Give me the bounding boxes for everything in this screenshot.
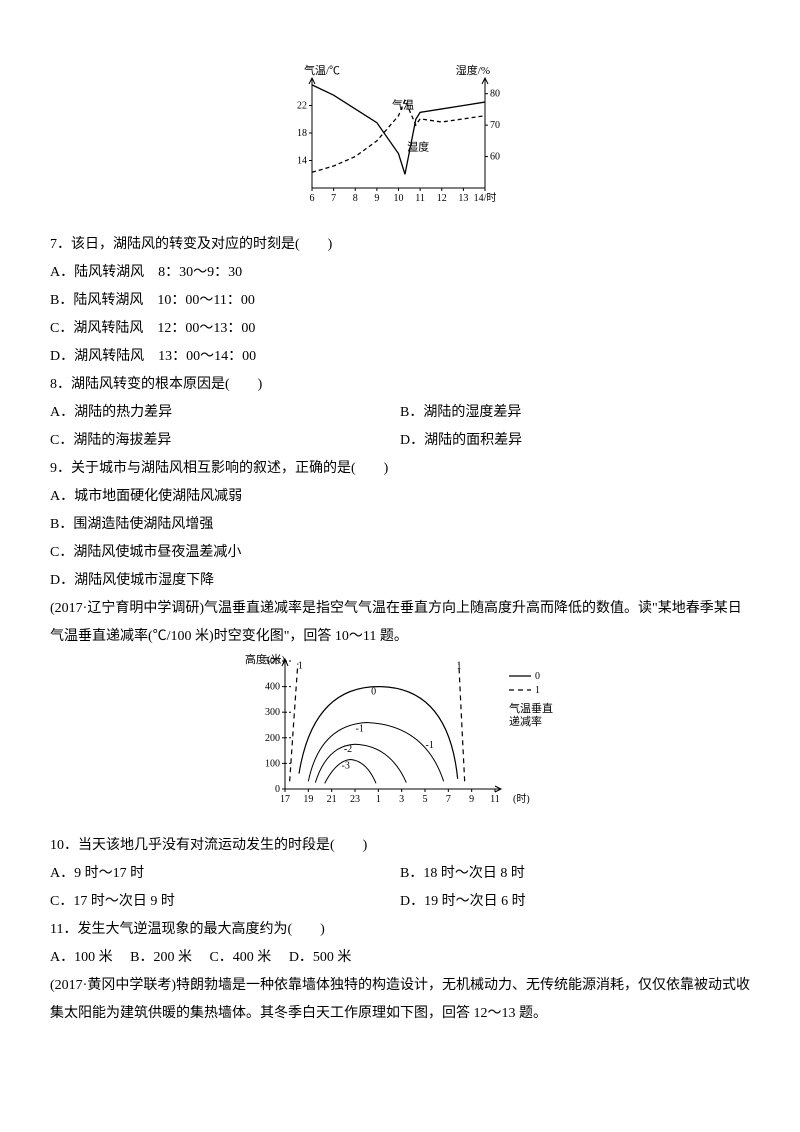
svg-text:10: 10 xyxy=(394,193,404,204)
svg-text:400: 400 xyxy=(265,682,280,693)
q10-option-b: B．18 时～次日 8 时 xyxy=(400,860,750,888)
svg-text:12: 12 xyxy=(437,193,447,204)
svg-text:8: 8 xyxy=(353,193,358,204)
svg-text:18: 18 xyxy=(297,128,307,139)
q11-option-b: B．200 米 xyxy=(130,950,192,965)
svg-text:14/时: 14/时 xyxy=(474,192,497,204)
q7-option-b: B．陆风转湖风 10：00～11：00 xyxy=(50,287,750,315)
q9-option-c: C．湖陆风使城市昼夜温差减小 xyxy=(50,539,750,567)
svg-text:气温: 气温 xyxy=(392,97,414,111)
q7-option-d: D．湖风转陆风 13：00～14：00 xyxy=(50,343,750,371)
q11-option-a: A．100 米 xyxy=(50,950,113,965)
svg-text:9: 9 xyxy=(374,193,379,204)
svg-text:-2: -2 xyxy=(344,744,352,755)
chart-temp-humidity: 6 7 8 9 10 11 12 13 14/时 14 18 22 60 70 80 气温/℃ 湿度/% 气温湿度 xyxy=(50,60,750,221)
svg-text:-3: -3 xyxy=(341,761,349,772)
svg-text:100: 100 xyxy=(265,758,280,769)
svg-text:(时): (时) xyxy=(513,793,530,805)
q8-stem: 8．湖陆风转变的根本原因是( ) xyxy=(50,371,750,399)
q9-option-a: A．城市地面硬化使湖陆风减弱 xyxy=(50,483,750,511)
q9-option-b: B．围湖造陆使湖陆风增强 xyxy=(50,511,750,539)
svg-text:7: 7 xyxy=(331,193,336,204)
q8-option-c: C．湖陆的海拔差异 xyxy=(50,427,400,455)
q7-stem: 7．该日，湖陆风的转变及对应的时刻是( ) xyxy=(50,231,750,259)
svg-text:1: 1 xyxy=(376,794,381,805)
svg-text:80: 80 xyxy=(490,89,500,100)
svg-text:200: 200 xyxy=(265,733,280,744)
q7-option-c: C．湖风转陆风 12：00～13：00 xyxy=(50,315,750,343)
q9-stem: 9．关于城市与湖陆风相互影响的叙述，正确的是( ) xyxy=(50,455,750,483)
svg-text:9: 9 xyxy=(469,794,474,805)
svg-text:70: 70 xyxy=(490,120,500,131)
svg-text:7: 7 xyxy=(446,794,451,805)
svg-text:19: 19 xyxy=(303,794,313,805)
q10-option-c: C．17 时～次日 9 时 xyxy=(50,888,400,916)
q8-option-a: A．湖陆的热力差异 xyxy=(50,399,400,427)
svg-text:递减率: 递减率 xyxy=(509,714,542,728)
svg-text:1: 1 xyxy=(535,685,540,696)
svg-text:14: 14 xyxy=(297,156,307,167)
q11-options: A．100 米 B．200 米 C．400 米 D．500 米 xyxy=(50,944,750,972)
svg-text:气温/℃: 气温/℃ xyxy=(304,63,340,77)
passage-3: (2017·黄冈中学联考)特朗勃墙是一种依靠墙体独特的构造设计，无机械动力、无传… xyxy=(50,972,750,1028)
q8-option-d: D．湖陆的面积差异 xyxy=(400,427,750,455)
svg-text:11: 11 xyxy=(415,193,425,204)
svg-text:-1: -1 xyxy=(355,723,363,734)
svg-text:湿度: 湿度 xyxy=(407,139,429,153)
svg-text:22: 22 xyxy=(297,101,307,112)
svg-text:高度(米): 高度(米) xyxy=(245,652,286,666)
svg-text:1: 1 xyxy=(298,661,303,672)
svg-text:0: 0 xyxy=(371,686,376,697)
svg-text:13: 13 xyxy=(458,193,468,204)
svg-text:11: 11 xyxy=(490,794,500,805)
svg-text:湿度/%: 湿度/% xyxy=(456,63,490,77)
q10-stem: 10．当天该地几乎没有对流运动发生的时段是( ) xyxy=(50,832,750,860)
svg-text:60: 60 xyxy=(490,152,500,163)
svg-text:17: 17 xyxy=(280,794,290,805)
svg-text:气温垂直: 气温垂直 xyxy=(509,701,553,715)
q11-option-c: C．400 米 xyxy=(209,950,271,965)
q9-option-d: D．湖陆风使城市湿度下降 xyxy=(50,567,750,595)
q11-stem: 11．发生大气逆温现象的最大高度约为( ) xyxy=(50,916,750,944)
svg-text:23: 23 xyxy=(350,794,360,805)
q10-option-d: D．19 时～次日 6 时 xyxy=(400,888,750,916)
svg-text:21: 21 xyxy=(327,794,337,805)
svg-text:6: 6 xyxy=(310,193,315,204)
svg-text:5: 5 xyxy=(423,794,428,805)
q10-option-a: A．9 时～17 时 xyxy=(50,860,400,888)
svg-text:-1: -1 xyxy=(425,740,433,751)
q11-option-d: D．500 米 xyxy=(289,950,352,965)
svg-text:3: 3 xyxy=(399,794,404,805)
svg-text:0: 0 xyxy=(535,671,540,682)
chart-contour: 171921231357911(时)0100200300400500高度(米)1… xyxy=(50,651,750,822)
q7-option-a: A．陆风转湖风 8：30～9：30 xyxy=(50,259,750,287)
svg-text:300: 300 xyxy=(265,707,280,718)
svg-text:1: 1 xyxy=(457,661,462,672)
passage-2: (2017·辽宁育明中学调研)气温垂直递减率是指空气气温在垂直方向上随高度升高而… xyxy=(50,595,750,651)
q8-option-b: B．湖陆的湿度差异 xyxy=(400,399,750,427)
svg-text:0: 0 xyxy=(275,784,280,795)
